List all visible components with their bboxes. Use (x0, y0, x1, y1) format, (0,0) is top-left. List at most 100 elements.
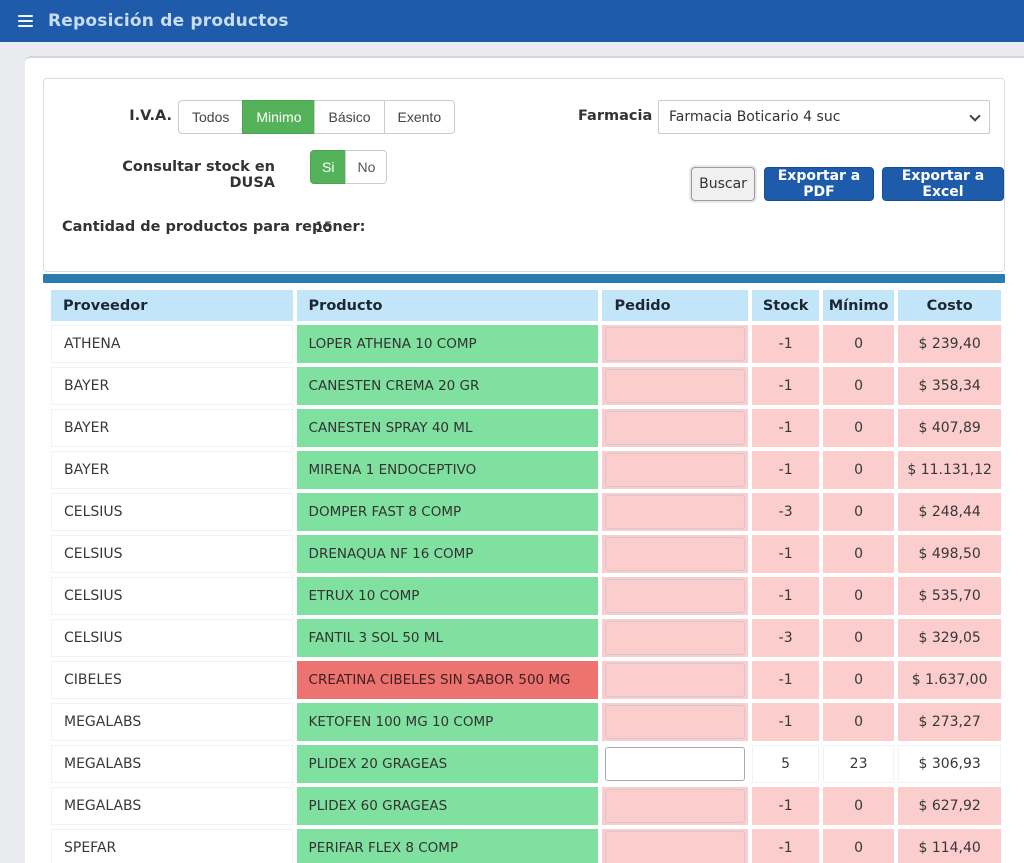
pedido-input[interactable] (605, 747, 746, 781)
pedido-input[interactable] (605, 789, 746, 823)
cell-producto: PLIDEX 60 GRAGEAS (296, 787, 599, 825)
table-row: MEGALABS PLIDEX 20 GRAGEAS 5 23 $ 306,93 (51, 745, 1001, 783)
filter-panel: I.V.A. Todos Minimo Básico Exento Farmac… (43, 78, 1005, 272)
cell-pedido (602, 409, 749, 447)
cell-stock: -1 (752, 577, 819, 615)
cell-producto: LOPER ATHENA 10 COMP (296, 325, 599, 363)
table-row: BAYER CANESTEN CREMA 20 GR -1 0 $ 358,34 (51, 367, 1001, 405)
cell-pedido (602, 829, 749, 863)
pedido-input[interactable] (605, 369, 746, 403)
table-row: MEGALABS KETOFEN 100 MG 10 COMP -1 0 $ 2… (51, 703, 1001, 741)
iva-option-exento[interactable]: Exento (383, 100, 456, 134)
pedido-input[interactable] (605, 831, 746, 863)
cell-costo: $ 1.637,00 (898, 661, 1001, 699)
cell-producto: PERIFAR FLEX 8 COMP (296, 829, 599, 863)
cell-pedido (602, 787, 749, 825)
cell-stock: 5 (752, 745, 819, 783)
cell-pedido (602, 493, 749, 531)
cell-costo: $ 627,92 (898, 787, 1001, 825)
cell-pedido (602, 367, 749, 405)
pedido-input[interactable] (605, 411, 746, 445)
page-title: Reposición de productos (48, 11, 289, 31)
export-pdf-button[interactable]: Exportar a PDF (764, 167, 874, 201)
cell-proveedor: ATHENA (51, 325, 293, 363)
cell-pedido (602, 619, 749, 657)
products-table-wrap: Proveedor Producto Pedido Stock Mínimo C… (43, 286, 1005, 863)
cell-minimo: 0 (822, 577, 895, 615)
cell-minimo: 0 (822, 535, 895, 573)
cell-proveedor: CELSIUS (51, 493, 293, 531)
col-header-proveedor: Proveedor (51, 290, 293, 321)
cell-costo: $ 248,44 (898, 493, 1001, 531)
cell-producto: KETOFEN 100 MG 10 COMP (296, 703, 599, 741)
pedido-input[interactable] (605, 327, 746, 361)
cell-producto: MIRENA 1 ENDOCEPTIVO (296, 451, 599, 489)
cell-proveedor: CELSIUS (51, 619, 293, 657)
col-header-minimo: Mínimo (822, 290, 895, 321)
cell-pedido (602, 703, 749, 741)
pedido-input[interactable] (605, 705, 746, 739)
pedido-input[interactable] (605, 453, 746, 487)
cell-stock: -1 (752, 451, 819, 489)
cell-pedido (602, 661, 749, 699)
table-row: SPEFAR PERIFAR FLEX 8 COMP -1 0 $ 114,40 (51, 829, 1001, 863)
cell-minimo: 0 (822, 367, 895, 405)
pedido-input[interactable] (605, 495, 746, 529)
count-label: Cantidad de productos para reponer: (62, 219, 366, 235)
cell-stock: -3 (752, 619, 819, 657)
buscar-button[interactable]: Buscar (691, 167, 755, 201)
cell-pedido (602, 745, 749, 783)
cell-costo: $ 273,27 (898, 703, 1001, 741)
iva-option-basico[interactable]: Básico (314, 100, 385, 134)
cell-producto: CANESTEN SPRAY 40 ML (296, 409, 599, 447)
pedido-input[interactable] (605, 537, 746, 571)
cell-stock: -1 (752, 787, 819, 825)
cell-producto: FANTIL 3 SOL 50 ML (296, 619, 599, 657)
cell-proveedor: MEGALABS (51, 787, 293, 825)
content-card: I.V.A. Todos Minimo Básico Exento Farmac… (25, 56, 1024, 863)
cell-proveedor: CELSIUS (51, 577, 293, 615)
cell-minimo: 0 (822, 493, 895, 531)
cell-producto: DOMPER FAST 8 COMP (296, 493, 599, 531)
iva-option-todos[interactable]: Todos (178, 100, 244, 134)
cell-producto: PLIDEX 20 GRAGEAS (296, 745, 599, 783)
farmacia-select[interactable]: Farmacia Boticario 4 suc (658, 100, 990, 134)
cell-producto: ETRUX 10 COMP (296, 577, 599, 615)
cell-pedido (602, 535, 749, 573)
cell-minimo: 0 (822, 661, 895, 699)
products-table: Proveedor Producto Pedido Stock Mínimo C… (47, 286, 1005, 863)
pedido-input[interactable] (605, 579, 746, 613)
cell-costo: $ 407,89 (898, 409, 1001, 447)
cell-costo: $ 239,40 (898, 325, 1001, 363)
cell-stock: -1 (752, 661, 819, 699)
dusa-option-no[interactable]: No (345, 150, 388, 184)
iva-option-minimo[interactable]: Minimo (242, 100, 316, 134)
table-row: BAYER CANESTEN SPRAY 40 ML -1 0 $ 407,89 (51, 409, 1001, 447)
cell-proveedor: BAYER (51, 409, 293, 447)
cell-costo: $ 114,40 (898, 829, 1001, 863)
table-row: CELSIUS FANTIL 3 SOL 50 ML -3 0 $ 329,05 (51, 619, 1001, 657)
col-header-stock: Stock (752, 290, 819, 321)
cell-minimo: 0 (822, 703, 895, 741)
dusa-option-si[interactable]: Si (310, 150, 347, 184)
cell-producto: DRENAQUA NF 16 COMP (296, 535, 599, 573)
cell-stock: -1 (752, 829, 819, 863)
table-row: CELSIUS DRENAQUA NF 16 COMP -1 0 $ 498,5… (51, 535, 1001, 573)
farmacia-label: Farmacia (578, 108, 653, 124)
cell-producto: CREATINA CIBELES SIN SABOR 500 MG (296, 661, 599, 699)
pedido-input[interactable] (605, 621, 746, 655)
pedido-input[interactable] (605, 663, 746, 697)
export-excel-button[interactable]: Exportar a Excel (882, 167, 1004, 201)
count-value: 15 (315, 220, 333, 236)
cell-stock: -3 (752, 493, 819, 531)
cell-pedido (602, 577, 749, 615)
cell-stock: -1 (752, 325, 819, 363)
hamburger-menu-icon[interactable] (18, 12, 33, 30)
farmacia-select-wrap: Farmacia Boticario 4 suc (658, 100, 990, 134)
cell-producto: CANESTEN CREMA 20 GR (296, 367, 599, 405)
cell-stock: -1 (752, 367, 819, 405)
table-row: CIBELES CREATINA CIBELES SIN SABOR 500 M… (51, 661, 1001, 699)
col-header-pedido: Pedido (602, 290, 749, 321)
table-row: CELSIUS DOMPER FAST 8 COMP -3 0 $ 248,44 (51, 493, 1001, 531)
cell-proveedor: BAYER (51, 367, 293, 405)
